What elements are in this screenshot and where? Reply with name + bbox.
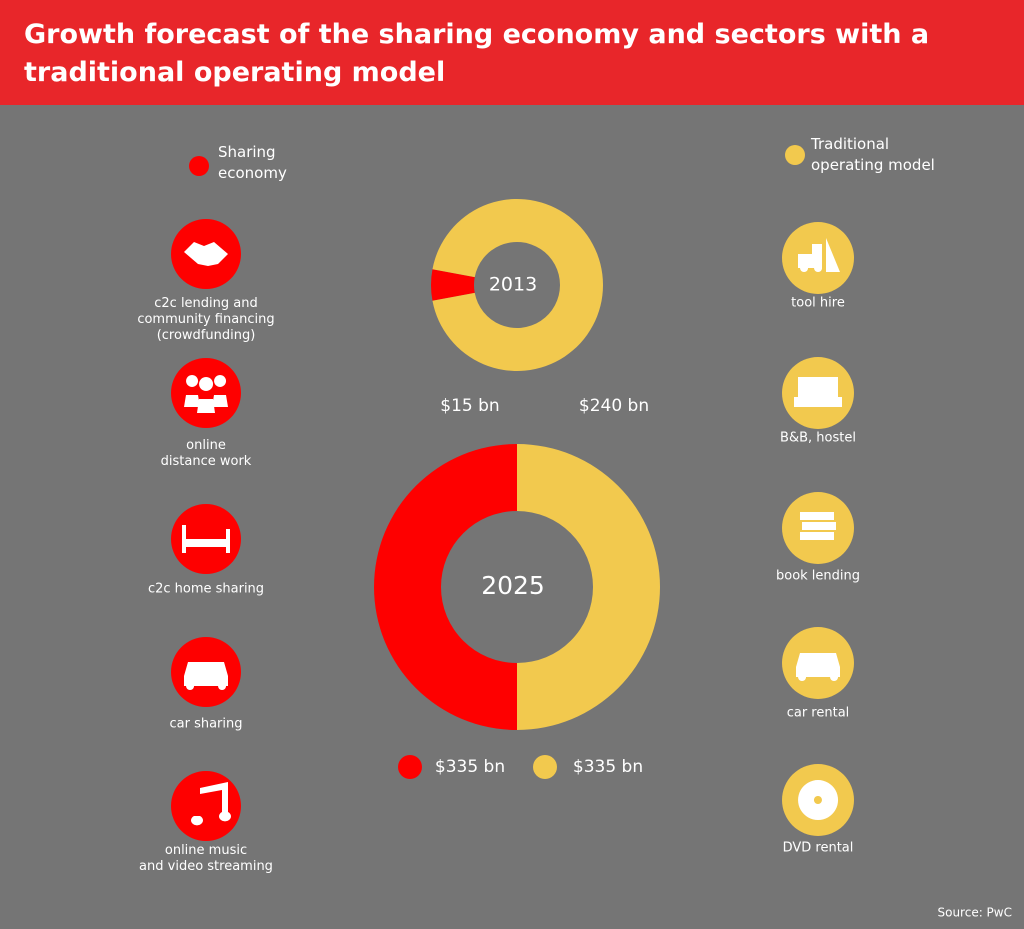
icon-glyph (796, 653, 840, 681)
sector-label: online music and video streaming (139, 843, 273, 874)
sector-icon (171, 358, 241, 428)
center-label: 2025 (481, 571, 545, 600)
icon-glyph (184, 662, 228, 690)
value-label: $240 bn (579, 396, 649, 416)
icon-glyph (182, 525, 230, 553)
title: Growth forecast of the sharing economy a… (24, 19, 930, 88)
legend-label: Sharing economy (218, 143, 287, 182)
icon-glyph (800, 512, 836, 540)
donut-segment (432, 199, 603, 371)
sector-label: c2c home sharing (148, 582, 264, 597)
infographic: Sharing economy Traditional operating model… (137, 135, 1012, 920)
sector-label: c2c lending and community financing (crowd… (137, 296, 274, 343)
center-label: 2013 (489, 274, 537, 296)
value-label: $335 bn (435, 757, 505, 777)
sector-label: car sharing (169, 717, 242, 732)
icon-glyph (798, 780, 839, 820)
sector-label: car rental (787, 706, 850, 721)
legend-dot (533, 755, 557, 779)
value-label: $15 bn (440, 396, 499, 416)
legend-dot (398, 755, 422, 779)
sector-label: tool hire (791, 296, 845, 311)
source: Source: PwC (937, 906, 1012, 920)
legend-dot (785, 145, 805, 165)
legend-label: Traditional operating model (810, 135, 935, 174)
legend-dot (189, 156, 209, 176)
donut-segment (431, 269, 475, 301)
sector-icon (782, 764, 854, 836)
sector-label: book lending (776, 569, 860, 584)
icon-glyph (191, 782, 231, 826)
sector-label: online distance work (161, 438, 252, 469)
sector-label: DVD rental (783, 841, 854, 856)
icon-glyph (794, 377, 842, 407)
icon-glyph (184, 375, 228, 413)
sector-label: B&B, hostel (780, 431, 856, 446)
value-label: $335 bn (573, 757, 643, 777)
icon-glyph (184, 242, 228, 266)
icon-glyph (798, 238, 840, 272)
donut-segment (374, 444, 517, 730)
sector-icon (171, 771, 241, 841)
title-bar: Growth forecast of the sharing economy a… (0, 0, 1024, 105)
donut-segment (517, 444, 660, 730)
